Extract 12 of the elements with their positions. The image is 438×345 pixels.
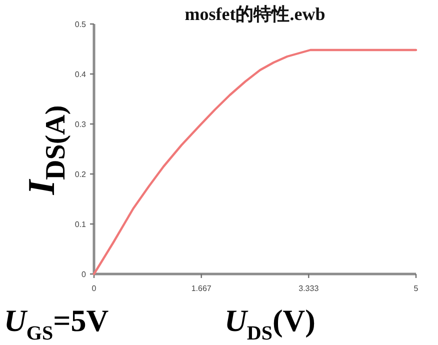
ytick-label: 0.5	[74, 20, 86, 29]
ytick-label: 0.4	[74, 70, 86, 79]
ytick-label: 0.3	[74, 120, 86, 129]
xtick-label: 1.667	[191, 284, 212, 293]
ytick-label: 0	[82, 270, 86, 279]
xtick-label: 5	[414, 284, 418, 293]
xtick-label: 0	[92, 284, 96, 293]
ytick-label: 0.1	[74, 220, 86, 229]
ylabel: IDS(A)	[21, 105, 72, 195]
xtick-label: 3.333	[298, 284, 319, 293]
title: mosfet的特性.ewb	[184, 4, 326, 24]
ytick-label: 0.2	[74, 170, 86, 179]
